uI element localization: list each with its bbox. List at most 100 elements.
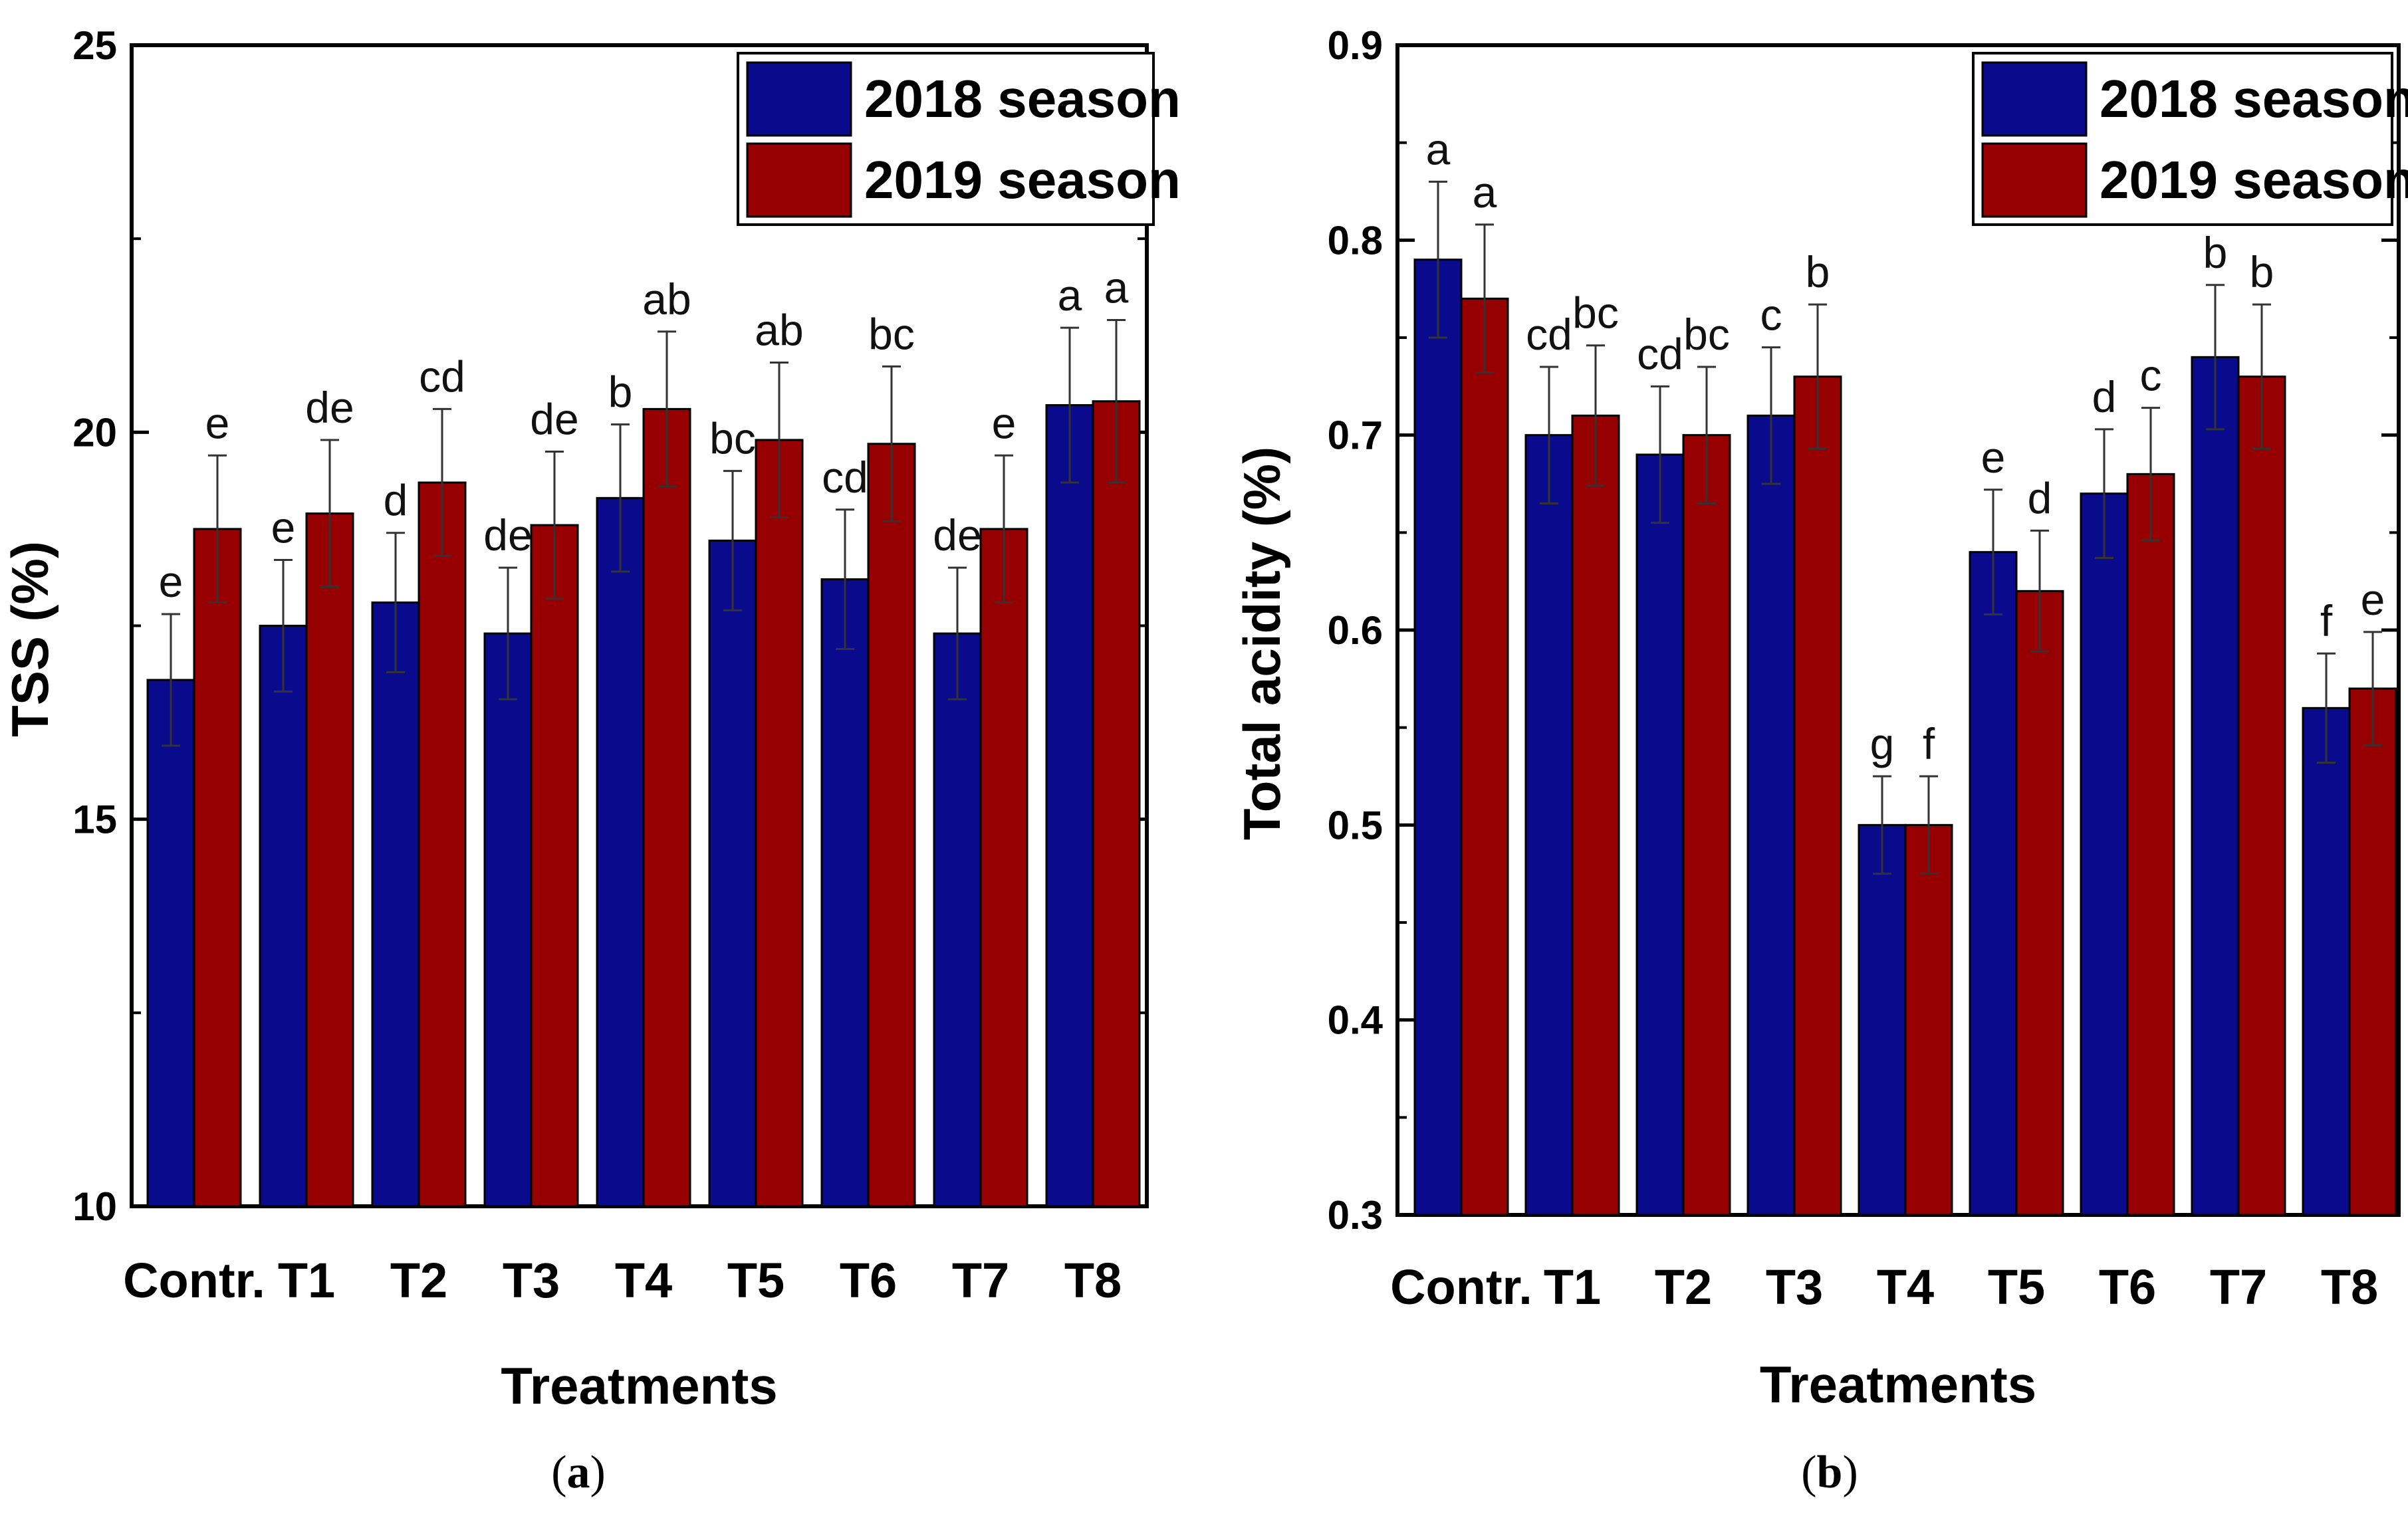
- legend: 2018 season 2019 season: [1972, 52, 2408, 226]
- significance-letter: e: [159, 557, 183, 606]
- significance-letter: de: [305, 383, 354, 432]
- y-axis-title: Total acidity (%): [1233, 447, 1291, 840]
- bar-2019: [979, 528, 1028, 1208]
- bar-2018: [1524, 434, 1574, 1216]
- significance-letter: c: [2140, 351, 2162, 400]
- bar-2018: [2191, 356, 2240, 1216]
- significance-letter: b: [2250, 247, 2274, 296]
- significance-letter: cd: [419, 352, 465, 401]
- bar-2018: [483, 632, 533, 1208]
- x-tick-label: T3: [503, 1253, 560, 1308]
- legend-swatch-2018: [746, 61, 852, 137]
- y-tick-label: 0.4: [1328, 998, 1384, 1043]
- legend-swatch-2019: [746, 142, 852, 218]
- bar-2019: [642, 407, 691, 1208]
- significance-letter: a: [1104, 263, 1129, 312]
- x-tick-label: T5: [1988, 1259, 2045, 1315]
- bar-2019: [755, 439, 804, 1208]
- significance-letter: f: [1923, 719, 1935, 768]
- bar-2019: [193, 528, 242, 1208]
- significance-letter: cd: [822, 453, 868, 502]
- significance-letter: e: [2361, 575, 2385, 624]
- y-tick-label: 0.9: [1328, 23, 1383, 68]
- significance-letter: cd: [1637, 329, 1683, 378]
- bar-2019: [1904, 823, 1953, 1216]
- bar-2019: [867, 443, 916, 1208]
- bar-2018: [2080, 492, 2129, 1216]
- bar-2018: [933, 632, 982, 1208]
- significance-letter: bc: [709, 414, 756, 463]
- x-tick-label: T1: [1544, 1259, 1601, 1315]
- bar-2018: [1635, 453, 1685, 1216]
- significance-letter: d: [2028, 473, 2052, 522]
- legend-label-2018: 2018 season: [2100, 69, 2408, 128]
- significance-letter: e: [1981, 433, 2006, 482]
- significance-letter: e: [271, 503, 296, 552]
- chart-panel-a: 10152025eeContr.edeT1dcdT2dedeT3babT4bca…: [1, 23, 1181, 1415]
- significance-letter: bc: [1683, 310, 1730, 359]
- bar-2018: [1858, 823, 1907, 1216]
- significance-letter: de: [933, 510, 981, 560]
- significance-letter: f: [2320, 596, 2333, 645]
- x-tick-label: T7: [2210, 1259, 2267, 1315]
- significance-letter: a: [1058, 270, 1082, 320]
- y-tick-label: 0.6: [1328, 608, 1383, 653]
- x-tick-label: T4: [1877, 1259, 1934, 1315]
- x-tick-label: T2: [390, 1253, 447, 1308]
- bar-2019: [2237, 376, 2286, 1216]
- significance-letter: c: [1760, 290, 1782, 340]
- bar-2018: [1746, 414, 1796, 1216]
- significance-letter: d: [2092, 372, 2117, 421]
- legend: 2018 season 2019 season: [737, 52, 1181, 226]
- x-tick-label: T2: [1655, 1259, 1712, 1315]
- bar-2018: [1969, 551, 2018, 1216]
- y-tick-label: 15: [72, 798, 117, 842]
- significance-letter: bc: [1572, 288, 1619, 338]
- x-tick-label: T8: [1064, 1253, 1122, 1308]
- bar-2019: [1793, 376, 1842, 1216]
- legend-swatch-2018: [1981, 61, 2088, 137]
- panel-label-a: (a): [551, 1447, 606, 1498]
- bar-2019: [418, 481, 467, 1208]
- y-tick-label: 20: [72, 410, 117, 455]
- significance-letter: a: [1426, 124, 1451, 173]
- y-axis-title: TSS (%): [1, 541, 59, 737]
- legend-label-2018: 2018 season: [864, 69, 1181, 128]
- y-tick-label: 25: [72, 23, 117, 68]
- x-tick-label: T3: [1766, 1259, 1823, 1315]
- x-tick-label: T7: [952, 1253, 1009, 1308]
- panel-label-b: (b): [1801, 1447, 1858, 1498]
- bar-2018: [596, 496, 645, 1208]
- x-tick-label: T5: [727, 1253, 784, 1308]
- x-tick-label: Contr.: [1390, 1259, 1532, 1315]
- bar-2019: [1682, 434, 1731, 1216]
- bar-2019: [1460, 297, 1509, 1216]
- x-tick-label: Contr.: [123, 1253, 265, 1308]
- y-tick-label: 0.3: [1328, 1193, 1383, 1238]
- bar-2018: [371, 601, 420, 1208]
- x-tick-label: T6: [2099, 1259, 2156, 1315]
- bar-2018: [146, 679, 195, 1208]
- significance-letter: de: [530, 394, 578, 443]
- bar-2018: [708, 539, 757, 1208]
- bar-2019: [2126, 473, 2175, 1216]
- significance-letter: e: [205, 398, 230, 447]
- bar-2018: [820, 578, 870, 1208]
- significance-letter: e: [992, 398, 1017, 447]
- y-tick-label: 10: [72, 1184, 117, 1229]
- x-tick-label: T6: [840, 1253, 897, 1308]
- x-axis-title: Treatments: [501, 1356, 777, 1415]
- x-tick-label: T8: [2321, 1259, 2378, 1315]
- bar-2018: [1045, 404, 1094, 1208]
- significance-letter: ab: [642, 274, 691, 324]
- legend-label-2019: 2019 season: [2100, 150, 2408, 209]
- significance-letter: d: [384, 476, 408, 525]
- significance-letter: cd: [1526, 310, 1572, 359]
- significance-letter: g: [1870, 719, 1895, 768]
- y-tick-label: 0.5: [1328, 803, 1383, 847]
- bar-2018: [259, 625, 308, 1208]
- legend-swatch-2019: [1981, 142, 2088, 218]
- significance-letter: b: [2203, 228, 2228, 277]
